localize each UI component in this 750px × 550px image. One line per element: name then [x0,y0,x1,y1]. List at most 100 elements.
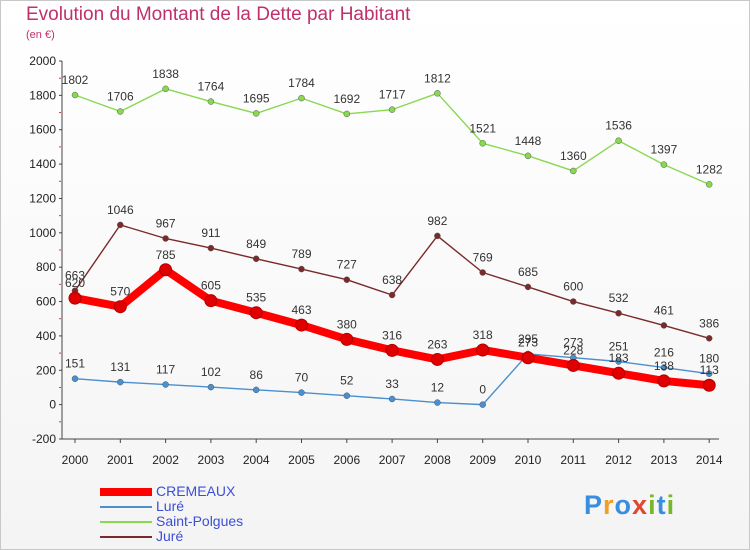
proxiti-logo: Proxiti [584,490,676,520]
data-point-saint-polgues [660,161,668,168]
data-point-lure [162,381,169,388]
data-point-cremeaux [430,352,444,366]
data-point-lure [705,370,713,377]
data-point-saint-polgues [162,85,169,93]
x-tick-label: 2008 [424,453,451,467]
data-point-lure [660,364,668,371]
data-label-jure: 849 [246,237,266,251]
data-label-saint-polgues: 1448 [515,134,542,148]
legend-swatch-cremeaux [100,488,152,496]
data-label-saint-polgues: 1282 [696,162,723,176]
data-label-cremeaux: 228 [563,343,583,357]
data-point-cremeaux [476,343,490,357]
data-label-jure: 600 [563,280,583,294]
data-label-jure: 911 [201,226,220,240]
x-tick-label: 2001 [107,453,134,467]
x-tick-label: 2006 [333,453,360,467]
chart-title: Evolution du Montant de la Dette par Hab… [26,4,411,25]
data-point-lure [117,378,124,386]
data-point-saint-polgues [207,98,215,105]
x-tick-label: 2010 [515,453,542,467]
data-point-saint-polgues [705,181,713,188]
data-point-jure [570,298,577,305]
y-tick-label: 800 [36,260,56,274]
data-point-cremeaux [702,378,716,392]
data-label-jure: 532 [609,291,629,305]
data-point-saint-polgues [615,137,622,144]
data-label-cremeaux: 380 [337,317,357,331]
data-point-lure [615,358,622,365]
data-label-lure: 273 [563,336,583,350]
data-label-lure: 33 [385,377,399,391]
legend-swatch-lure [100,506,152,508]
data-point-cremeaux [521,351,535,365]
data-point-cremeaux [295,318,308,332]
data-label-lure: 216 [654,346,674,360]
y-tick-label: 1400 [29,157,56,171]
data-label-lure: 70 [295,371,309,385]
data-label-cremeaux: 620 [65,276,85,290]
data-label-jure: 769 [473,251,493,265]
legend-label-cremeaux: CREMEAUX [156,483,236,499]
y-tick-label: 600 [36,295,56,309]
x-tick-label: 2003 [198,453,225,467]
data-label-jure: 461 [654,303,674,317]
data-label-cremeaux: 318 [473,328,493,342]
legend-label-jure: Juré [156,528,184,544]
data-label-cremeaux: 605 [201,279,221,293]
data-point-jure [524,283,532,291]
data-point-saint-polgues [252,110,260,117]
data-label-jure: 967 [156,216,176,230]
data-point-cremeaux [657,374,671,388]
data-point-lure [434,399,441,406]
legend-item-cremeaux: CREMEAUX [100,483,360,500]
legend-label-lure: Luré [156,498,185,514]
data-point-jure [660,322,668,329]
x-tick-label: 2002 [152,453,179,467]
data-label-lure: 180 [699,352,719,366]
data-point-lure [252,386,260,394]
data-label-saint-polgues: 1360 [560,149,587,163]
data-label-saint-polgues: 1695 [243,91,270,105]
data-point-jure [615,309,622,317]
y-tick-label: 1000 [29,226,56,240]
data-point-lure [298,389,305,396]
data-point-cremeaux [612,366,626,380]
data-label-saint-polgues: 1838 [152,67,179,81]
data-label-lure: 131 [110,360,130,374]
data-point-saint-polgues [524,152,532,160]
data-point-saint-polgues [434,90,441,97]
data-label-jure: 663 [65,269,85,283]
data-point-saint-polgues [343,110,351,118]
data-label-lure: 295 [518,332,538,346]
data-point-cremeaux [566,358,580,372]
x-tick-label: 2009 [469,453,496,467]
data-label-jure: 727 [337,258,357,272]
data-point-jure [343,276,351,283]
data-label-jure: 1046 [107,203,134,217]
data-point-saint-polgues [570,167,577,175]
data-label-saint-polgues: 1397 [651,143,678,157]
y-tick-label: 1800 [29,88,56,102]
data-label-cremeaux: 138 [654,359,674,373]
series-line-saint-polgues [74,88,710,186]
data-point-lure [388,395,396,403]
x-tick-label: 2007 [379,453,406,467]
data-label-cremeaux: 183 [609,351,629,365]
data-point-jure [252,255,260,263]
data-label-cremeaux: 535 [246,291,266,305]
data-point-cremeaux [68,291,82,305]
data-point-jure [705,335,713,342]
data-point-jure [479,269,486,276]
data-label-lure: 151 [65,357,85,371]
data-label-saint-polgues: 1784 [288,76,315,90]
data-label-cremeaux: 463 [291,303,311,317]
data-label-cremeaux: 785 [156,248,176,262]
data-label-saint-polgues: 1764 [198,80,225,94]
data-label-jure: 685 [518,265,538,279]
data-point-saint-polgues [298,94,305,102]
y-tick-label: 2000 [29,54,56,68]
data-point-jure [162,235,169,242]
